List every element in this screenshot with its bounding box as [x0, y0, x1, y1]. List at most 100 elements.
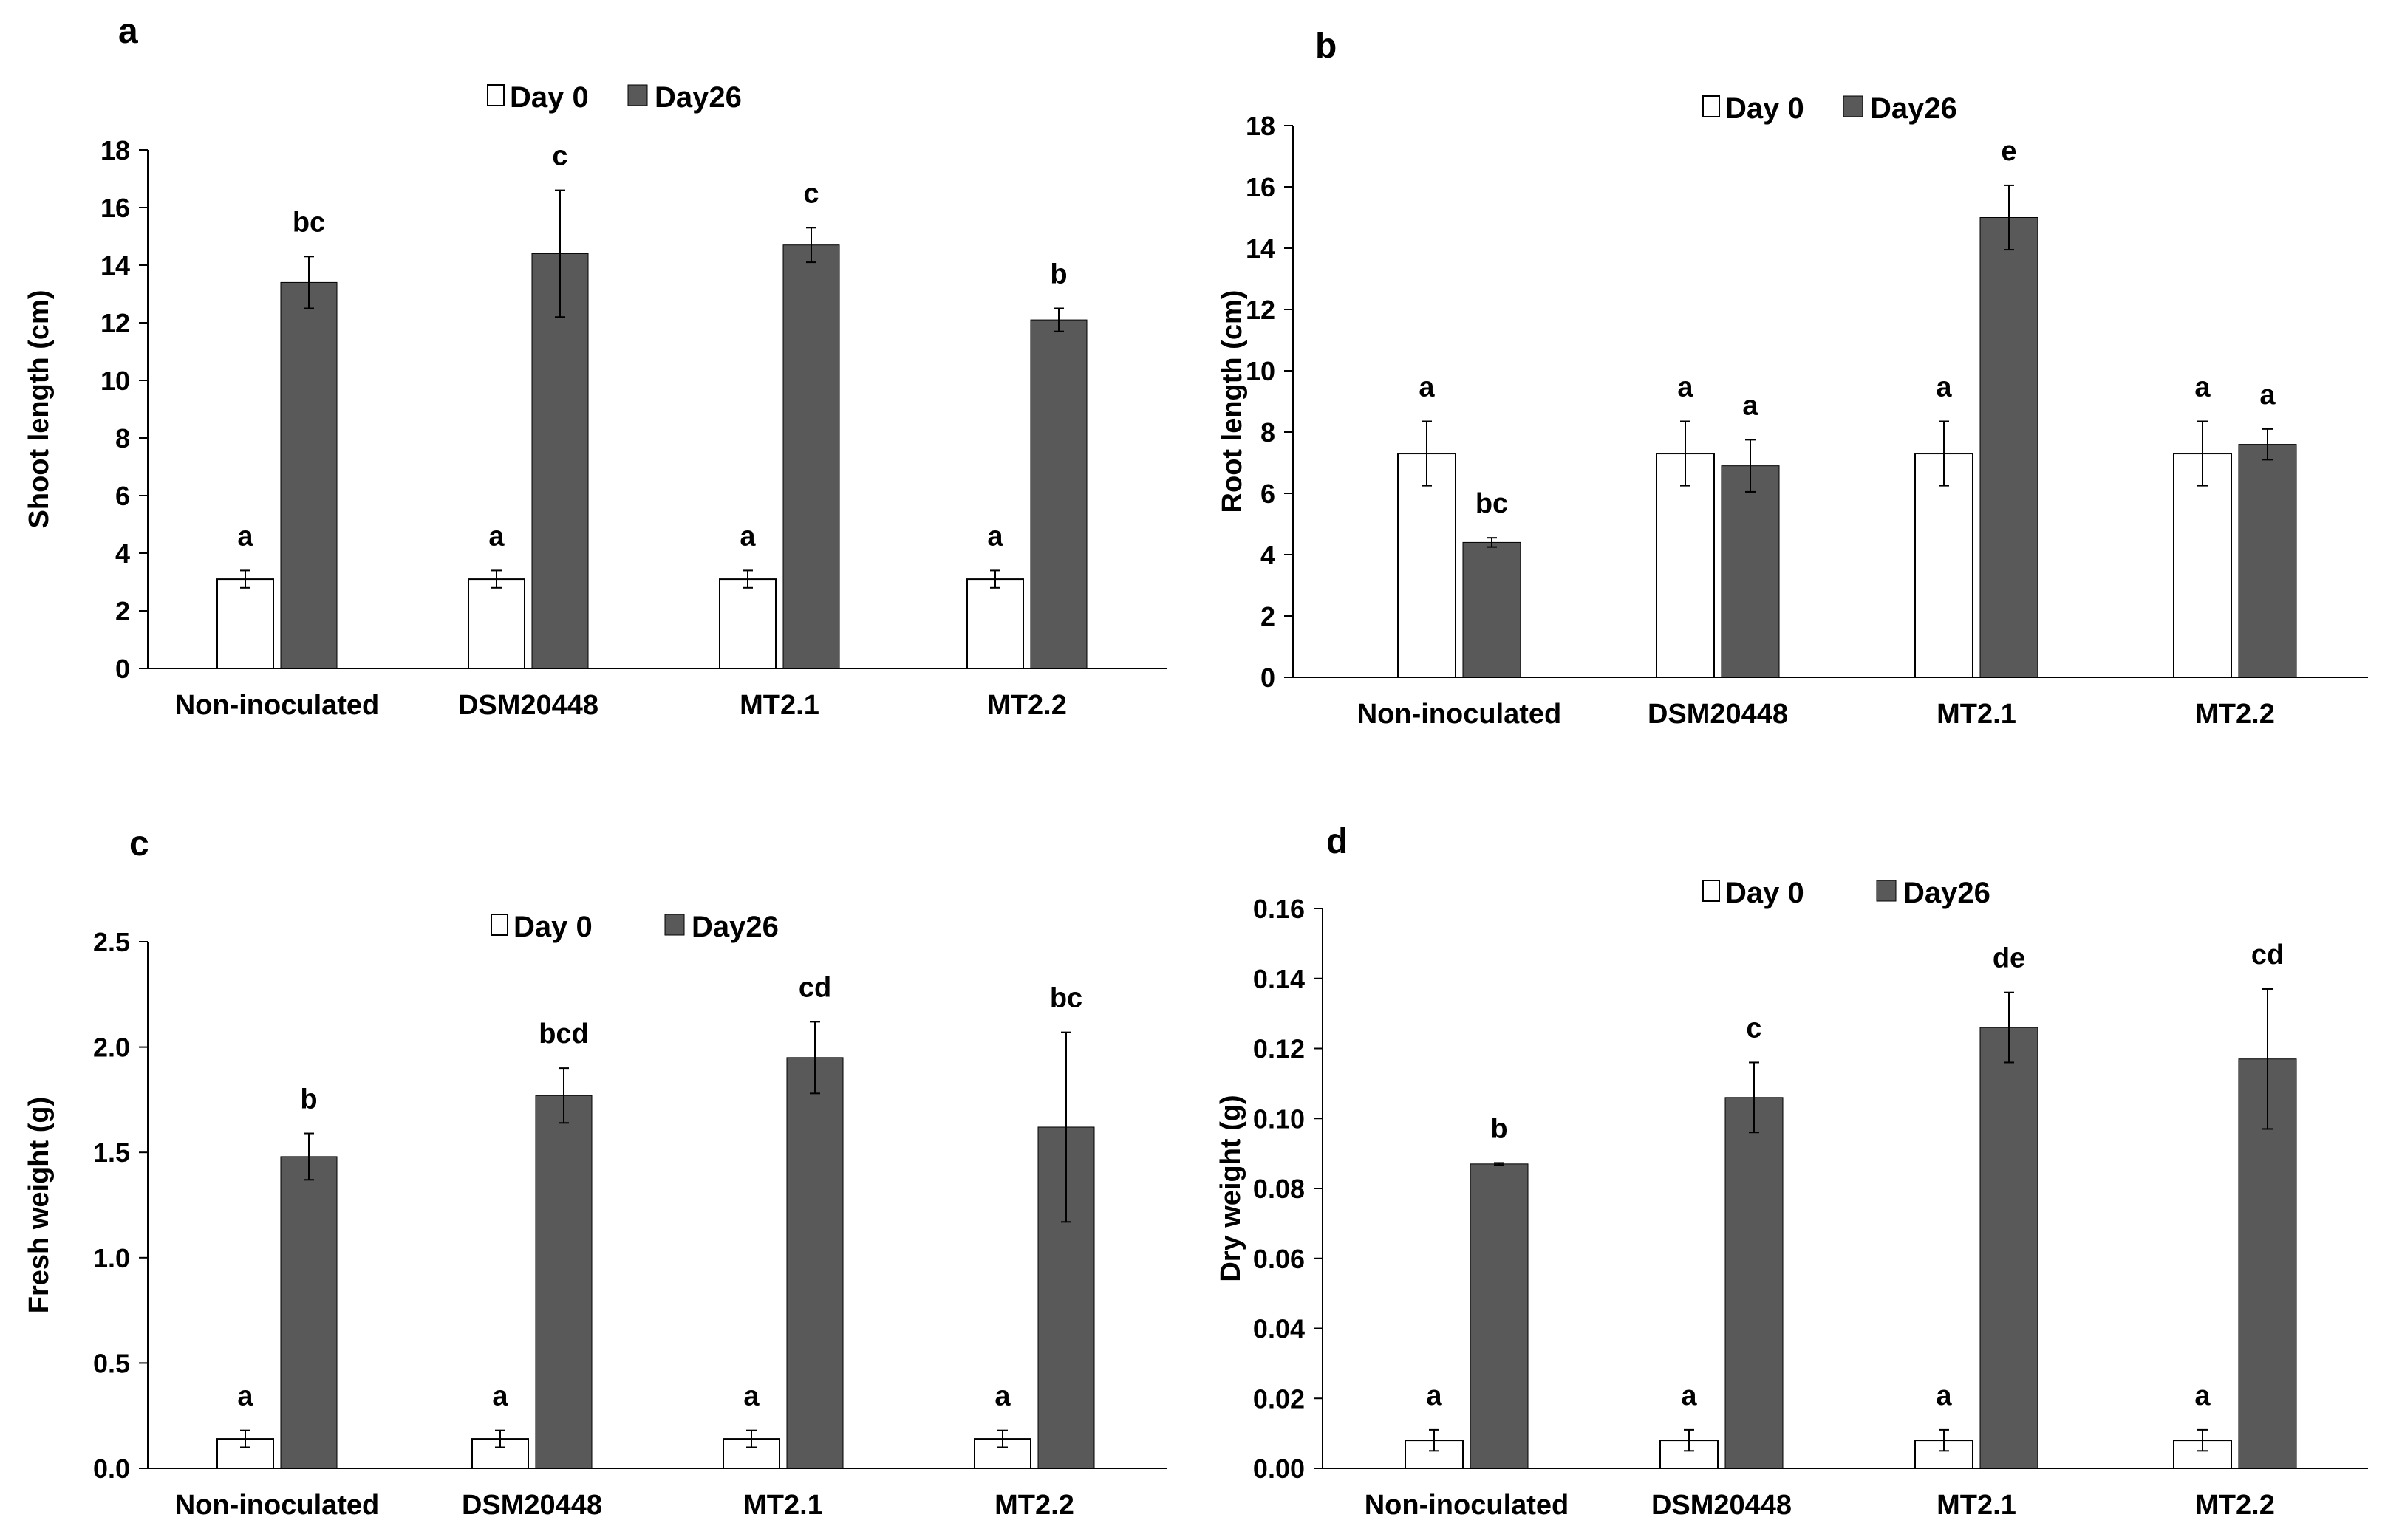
- panel-a-bar-day0-3: [966, 578, 1024, 669]
- panel-c-y-tick-label: 0.5: [93, 1348, 130, 1378]
- panel-c-sig-label-day26-3: bc: [1050, 983, 1082, 1014]
- panel-b-category-label-1: DSM20448: [1648, 699, 1788, 730]
- panel-d-y-tick-label: 0.04: [1253, 1314, 1305, 1344]
- panel-b-legend-day26-label: Day26: [1870, 92, 1957, 125]
- panel-d-sig-label-day0-0: a: [1426, 1380, 1442, 1411]
- panel-a-bar-day0-0: [216, 578, 274, 669]
- panel-a-y-tick-label: 4: [115, 538, 130, 569]
- panel-c-category-label-2: MT2.1: [743, 1490, 823, 1521]
- panel-a-sig-label-day26-3: b: [1050, 259, 1067, 290]
- panel-c-y-tick-label: 1.5: [93, 1137, 130, 1168]
- panel-a-y-tick-label: 0: [115, 654, 130, 684]
- panel-c-sig-label-day0-1: a: [492, 1381, 508, 1412]
- panel-b-bar-day26-0: [1462, 541, 1521, 678]
- panel-c-sig-label-day26-1: bcd: [539, 1019, 589, 1050]
- panel-c-sig-label-day0-3: a: [994, 1381, 1011, 1412]
- panel-d-y-tick-label: 0.10: [1253, 1103, 1305, 1134]
- panel-a-y-tick-label: 10: [100, 366, 130, 396]
- panel-b-category-label-3: MT2.2: [2195, 699, 2275, 730]
- panel-a-y-tick-label: 12: [100, 308, 130, 338]
- panel-d-y-tick-label: 0.08: [1253, 1174, 1305, 1204]
- panel-c-bar-day26-1: [535, 1095, 593, 1469]
- panel-b-y-tick-label: 14: [1246, 233, 1275, 264]
- panel-b-sig-label-day0-2: a: [1936, 372, 1952, 403]
- panel-d-sig-label-day26-1: c: [1746, 1013, 1761, 1044]
- panel-a-sig-label-day0-1: a: [488, 521, 505, 552]
- panel-b-category-label-0: Non-inoculated: [1357, 699, 1562, 730]
- panel-a-category-label-1: DSM20448: [458, 690, 598, 721]
- panel-a-category-label-0: Non-inoculated: [175, 690, 380, 721]
- panel-d-bar-day26-2: [1979, 1027, 2038, 1469]
- panel-d-sig-label-day26-0: b: [1490, 1113, 1507, 1144]
- panel-a-y-tick-label: 8: [115, 423, 130, 454]
- panel-b-sig-label-day0-0: a: [1419, 372, 1435, 403]
- panel-a-y-axis-title: Shoot length (cm): [24, 290, 55, 529]
- panel-b-y-tick-label: 12: [1246, 295, 1275, 325]
- panel-d-sig-label-day0-1: a: [1681, 1380, 1697, 1411]
- panel-c-category-label-0: Non-inoculated: [175, 1490, 380, 1521]
- panel-d-sig-label-day0-3: a: [2194, 1380, 2211, 1411]
- panel-a-sig-label-day0-0: a: [237, 521, 253, 552]
- panel-a-y-tick-label: 14: [100, 250, 130, 281]
- panel-a-bar-day0-1: [468, 578, 525, 669]
- panel-c-y-tick-label: 0.0: [93, 1454, 130, 1484]
- panel-b-bar-day26-1: [1721, 465, 1780, 678]
- panel-c-category-label-3: MT2.2: [994, 1490, 1074, 1521]
- panel-b-bar-day0-0: [1397, 453, 1456, 678]
- panel-a-bar-day26-2: [782, 244, 840, 669]
- panel-d-y-tick-label: 0.00: [1253, 1454, 1305, 1484]
- panel-a-bar-day26-0: [280, 281, 338, 669]
- panel-c-legend-day26-swatch: [664, 914, 685, 936]
- panel-d-legend-day26-swatch: [1876, 880, 1897, 902]
- panel-c-sig-label-day26-0: b: [300, 1084, 317, 1115]
- panel-d-sig-label-day26-2: de: [1993, 943, 2025, 974]
- panel-d-bar-day26-0: [1470, 1163, 1529, 1469]
- panel-b-bar-day26-2: [1979, 217, 2038, 678]
- panel-a-bar-day26-3: [1030, 319, 1088, 669]
- panel-a-letter: a: [118, 12, 138, 51]
- panel-b-y-tick-label: 8: [1260, 417, 1275, 448]
- panel-a-sig-label-day26-2: c: [803, 178, 819, 209]
- panel-a-category-label-3: MT2.2: [987, 690, 1067, 721]
- panel-a-sig-label-day0-2: a: [740, 521, 756, 552]
- panel-c-sig-label-day0-2: a: [743, 1381, 760, 1412]
- panel-c-letter: c: [129, 824, 149, 863]
- panel-b-y-axis-title: Root length (cm): [1217, 290, 1248, 513]
- panel-b-y-tick-label: 2: [1260, 601, 1275, 632]
- panel-b-legend-day26-swatch: [1843, 95, 1863, 117]
- panel-a-legend-day0-swatch: [487, 84, 505, 106]
- panel-d-legend-day0-label: Day 0: [1725, 877, 1804, 909]
- panel-d-legend-day0-swatch: [1702, 880, 1720, 902]
- panel-b-sig-label-day0-3: a: [2194, 372, 2211, 403]
- panel-b-y-tick-label: 10: [1246, 356, 1275, 386]
- panel-b-legend-day0-label: Day 0: [1725, 92, 1804, 125]
- panel-a-y-tick-label: 18: [100, 135, 130, 165]
- panel-a-bar-day0-2: [719, 578, 777, 669]
- panel-d-category-label-1: DSM20448: [1651, 1490, 1792, 1521]
- panel-a-sig-label-day26-1: c: [552, 141, 567, 172]
- panel-b-y-tick-label: 4: [1260, 540, 1275, 570]
- panel-a-y-tick-label: 16: [100, 193, 130, 223]
- panel-b-y-tick-label: 0: [1260, 663, 1275, 693]
- panel-a-y-tick-label: 6: [115, 481, 130, 511]
- panel-b-letter: b: [1315, 27, 1337, 66]
- panel-d-category-label-3: MT2.2: [2195, 1490, 2275, 1521]
- panel-b-sig-label-day26-2: e: [2001, 136, 2016, 167]
- panel-b-sig-label-day0-1: a: [1677, 372, 1693, 403]
- panel-b-bar-day0-2: [1914, 453, 1973, 678]
- panel-c-sig-label-day0-0: a: [237, 1381, 253, 1412]
- panel-d-y-tick-label: 0.06: [1253, 1244, 1305, 1274]
- panel-d-y-tick-label: 0.14: [1253, 964, 1305, 994]
- panel-d-category-label-2: MT2.1: [1937, 1490, 2016, 1521]
- panel-c-y-axis-title: Fresh weight (g): [24, 1097, 55, 1313]
- panel-c-bar-day26-2: [786, 1057, 844, 1469]
- panel-a-bar-day26-1: [531, 253, 589, 669]
- panel-b-legend-day0-swatch: [1702, 95, 1720, 117]
- panel-a-legend-day26-swatch: [627, 84, 648, 106]
- panel-d-bar-day26-1: [1724, 1097, 1784, 1469]
- panel-d-y-tick-label: 0.02: [1253, 1383, 1305, 1414]
- panel-b-y-tick-label: 6: [1260, 479, 1275, 509]
- panel-b-bar-day26-3: [2238, 444, 2297, 678]
- panel-a-legend-day0-label: Day 0: [510, 81, 589, 114]
